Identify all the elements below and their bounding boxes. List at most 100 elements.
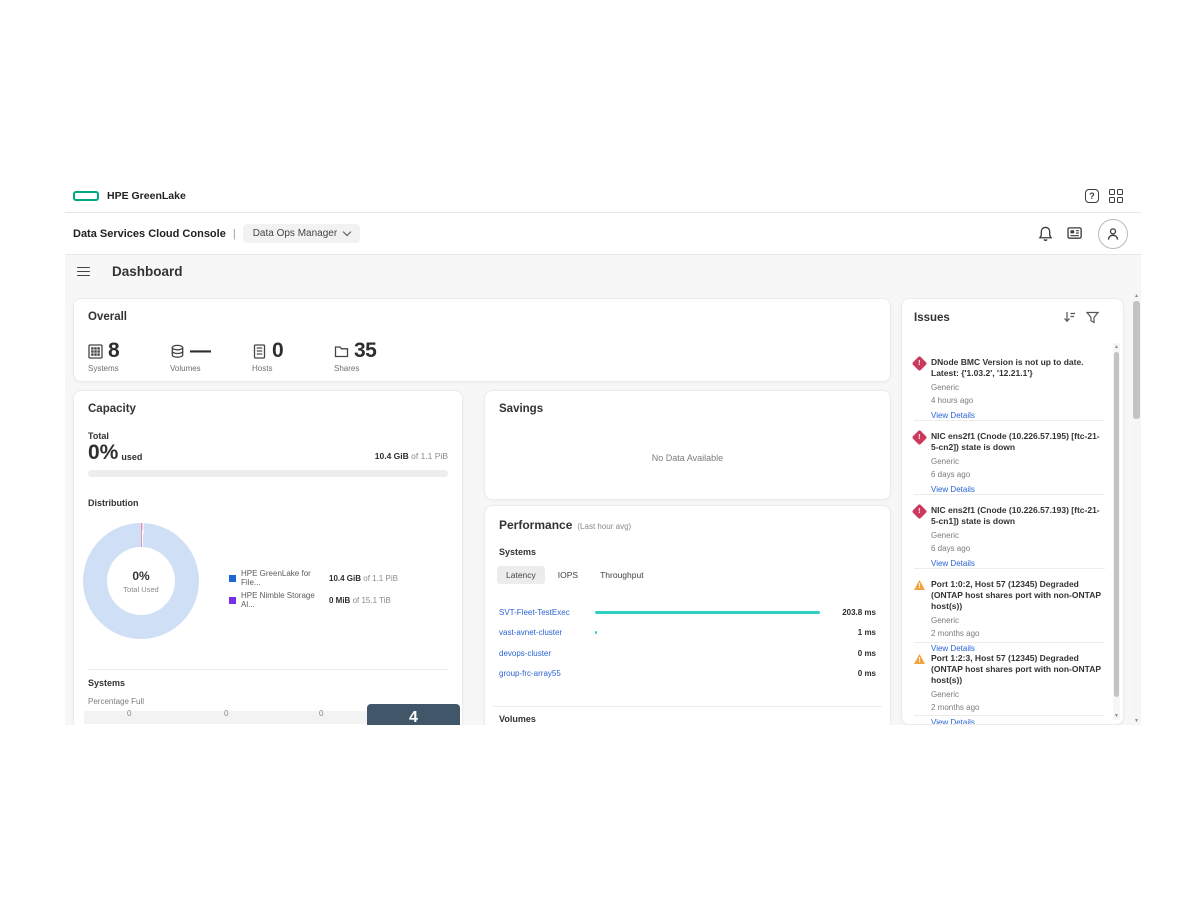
- legend-value-bold: 10.4 GiB: [329, 574, 361, 583]
- view-details-link[interactable]: View Details: [931, 559, 975, 568]
- systems-label: Systems: [88, 364, 170, 373]
- performance-systems-label: Systems: [499, 547, 536, 557]
- issues-card: Issues !: [901, 298, 1124, 725]
- capacity-usage-of: of 1.1 PiB: [409, 451, 448, 461]
- menu-hamburger-icon[interactable]: [77, 267, 90, 277]
- shares-count: 35: [354, 339, 376, 363]
- stat-systems: 8 Systems: [88, 339, 170, 373]
- scroll-down-arrow[interactable]: ▼: [1132, 718, 1141, 724]
- system-link[interactable]: vast-avnet-cluster: [499, 628, 595, 637]
- system-link[interactable]: SVT-Fleet-TestExec: [499, 608, 595, 617]
- view-details-link[interactable]: View Details: [931, 644, 975, 653]
- capacity-total-label: Total: [88, 431, 109, 441]
- legend-value-of: of 1.1 PiB: [361, 574, 398, 583]
- stat-shares: 35 Shares: [334, 339, 376, 373]
- page-scrollbar[interactable]: ▲ ▼: [1132, 292, 1141, 725]
- global-header: HPE GreenLake ?: [65, 180, 1141, 213]
- issue-time: 2 months ago: [931, 629, 1105, 638]
- hosts-count: 0: [272, 339, 283, 363]
- donut-legend: HPE GreenLake for File... 10.4 GiB of 1.…: [229, 569, 398, 613]
- distribution-label: Distribution: [88, 498, 139, 508]
- capacity-donut-chart: 0% Total Used: [83, 523, 199, 639]
- tab-throughput[interactable]: Throughput: [591, 566, 652, 584]
- latency-value: 0 ms: [834, 649, 876, 658]
- system-link[interactable]: devops-cluster: [499, 649, 595, 658]
- notifications-bell-icon[interactable]: [1038, 226, 1053, 242]
- issue-item: ! NIC ens2f1 (Cnode (10.226.57.193) [ftc…: [914, 505, 1105, 571]
- issue-title: NIC ens2f1 (Cnode (10.226.57.193) [ftc-2…: [931, 505, 1105, 527]
- system-link[interactable]: group-frc-array55: [499, 669, 595, 678]
- app-launcher-dot: [1117, 189, 1123, 195]
- performance-tabs: Latency IOPS Throughput: [497, 566, 653, 584]
- issues-scrollbar[interactable]: ▲ ▼: [1113, 343, 1120, 720]
- capacity-used-suffix: used: [121, 452, 142, 462]
- performance-title: Performance: [499, 518, 572, 532]
- app-selector-dropdown[interactable]: Data Ops Manager: [243, 224, 361, 243]
- performance-row: vast-avnet-cluster 1 ms: [499, 623, 876, 644]
- app-launcher-dot: [1109, 189, 1115, 195]
- capacity-progress-bar: [88, 470, 448, 477]
- capacity-usage-value: 10.4 GiB: [375, 451, 409, 461]
- issue-title: Port 1:2:3, Host 57 (12345) Degraded (ON…: [931, 653, 1105, 686]
- scroll-down-arrow[interactable]: ▼: [1113, 713, 1120, 719]
- legend-name: HPE GreenLake for File...: [241, 569, 329, 587]
- systems-icon: [88, 344, 103, 359]
- issue-item: ! Port 1:0:2, Host 57 (12345) Degraded (…: [914, 579, 1105, 656]
- warning-icon: !: [914, 580, 925, 590]
- latency-value: 1 ms: [834, 628, 876, 637]
- issues-title: Issues: [914, 312, 950, 324]
- app-launcher-icon[interactable]: [1109, 189, 1123, 203]
- view-details-link[interactable]: View Details: [931, 485, 975, 494]
- issue-title: DNode BMC Version is not up to date. Lat…: [931, 357, 1105, 379]
- whats-new-icon[interactable]: [1067, 226, 1084, 241]
- donut-center-label: Total Used: [123, 585, 158, 594]
- histogram-bar[interactable]: 4: [367, 704, 460, 725]
- performance-row: SVT-Fleet-TestExec 203.8 ms: [499, 602, 876, 623]
- issue-item: ! DNode BMC Version is not up to date. L…: [914, 357, 1105, 423]
- critical-icon: !: [912, 504, 928, 520]
- console-header: Data Services Cloud Console | Data Ops M…: [65, 213, 1141, 255]
- scroll-up-arrow[interactable]: ▲: [1113, 344, 1120, 350]
- user-avatar[interactable]: [1098, 219, 1128, 249]
- systems-count: 8: [108, 339, 119, 363]
- divider: [88, 669, 448, 670]
- scrollbar-thumb[interactable]: [1114, 352, 1119, 697]
- volumes-label: Volumes: [170, 364, 252, 373]
- sort-icon[interactable]: [1063, 311, 1076, 324]
- critical-icon: !: [912, 430, 928, 446]
- capacity-systems-label: Systems: [88, 678, 125, 688]
- view-details-link[interactable]: View Details: [931, 411, 975, 420]
- shares-label: Shares: [334, 364, 376, 373]
- performance-volumes-label: Volumes: [499, 714, 536, 724]
- divider: [914, 568, 1105, 569]
- scroll-up-arrow[interactable]: ▲: [1132, 293, 1141, 299]
- latency-bar: [595, 631, 597, 634]
- critical-icon: !: [912, 356, 928, 372]
- issue-time: 6 days ago: [931, 470, 1105, 479]
- legend-value: 10.4 GiB of 1.1 PiB: [329, 574, 398, 583]
- view-details-link[interactable]: View Details: [931, 718, 975, 725]
- hosts-icon: [252, 344, 267, 359]
- app-selector-label: Data Ops Manager: [253, 228, 338, 239]
- tab-latency[interactable]: Latency: [497, 566, 545, 584]
- histogram-zero-label: 0: [319, 709, 323, 718]
- performance-row: devops-cluster 0 ms: [499, 643, 876, 664]
- capacity-card: Capacity Total 0% used 10.4 GiB of 1.1 P…: [73, 390, 463, 725]
- performance-row: group-frc-array55 0 ms: [499, 664, 876, 685]
- issue-category: Generic: [931, 616, 1105, 625]
- brand-name: HPE GreenLake: [107, 190, 186, 202]
- volumes-icon: [170, 344, 185, 359]
- divider: [493, 706, 882, 707]
- latency-value: 0 ms: [834, 669, 876, 678]
- divider: [914, 420, 1105, 421]
- divider: [914, 642, 1105, 643]
- issue-title: NIC ens2f1 (Cnode (10.226.57.195) [ftc-2…: [931, 431, 1105, 453]
- legend-value: 0 MiB of 15.1 TiB: [329, 596, 391, 605]
- help-icon[interactable]: ?: [1085, 189, 1099, 203]
- performance-subtitle: (Last hour avg): [577, 522, 631, 531]
- tab-iops[interactable]: IOPS: [549, 566, 587, 584]
- app-launcher-dot: [1109, 197, 1115, 203]
- issue-category: Generic: [931, 457, 1105, 466]
- filter-icon[interactable]: [1086, 311, 1099, 324]
- scrollbar-thumb[interactable]: [1133, 301, 1140, 419]
